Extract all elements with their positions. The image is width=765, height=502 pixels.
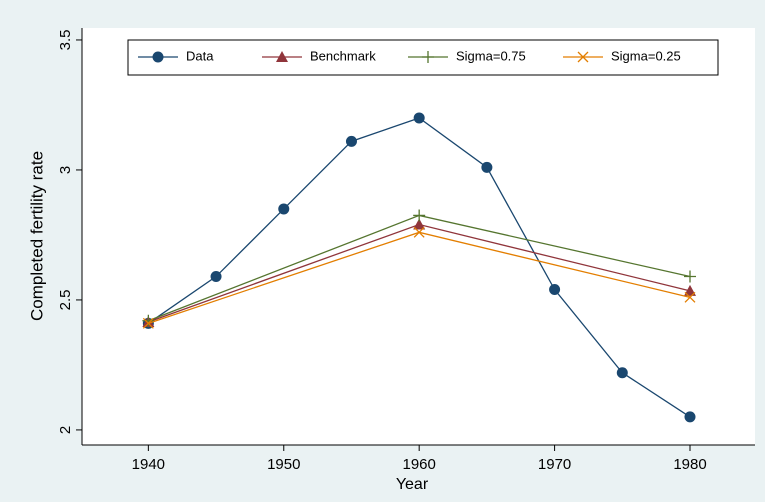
y-tick-label: 3 (57, 166, 74, 174)
x-tick-label: 1980 (673, 456, 706, 473)
plot-area (82, 28, 755, 445)
y-axis-label: Completed fertility rate (27, 151, 46, 321)
legend-marker (577, 51, 589, 63)
y-tick-label: 3.5 (57, 30, 74, 51)
x-tick-label: 1940 (132, 456, 165, 473)
marker (684, 270, 697, 283)
legend-marker (152, 51, 164, 63)
x-axis-label: Year (396, 476, 429, 493)
legend-marker (422, 51, 434, 63)
marker (413, 226, 425, 238)
legend-label: Sigma=0.75 (456, 48, 526, 63)
marker (142, 314, 155, 327)
marker (616, 367, 628, 379)
x-tick-label: 1970 (538, 456, 571, 473)
y-tick-label: 2.5 (57, 290, 74, 311)
marker (142, 317, 154, 329)
marker (413, 112, 425, 124)
marker (549, 284, 561, 296)
marker (684, 284, 697, 296)
marker (481, 161, 493, 173)
marker (413, 218, 426, 230)
legend-label: Data (186, 48, 214, 63)
y-tick-label: 2 (57, 426, 74, 434)
legend-label: Benchmark (310, 48, 376, 63)
x-tick-label: 1960 (402, 456, 435, 473)
marker (278, 203, 290, 215)
marker (210, 271, 222, 283)
marker (684, 291, 696, 303)
x-tick-label: 1950 (267, 456, 300, 473)
legend-label: Sigma=0.25 (611, 48, 681, 63)
marker (345, 135, 357, 147)
marker (413, 209, 426, 222)
legend-marker (276, 51, 288, 62)
marker (684, 411, 696, 423)
